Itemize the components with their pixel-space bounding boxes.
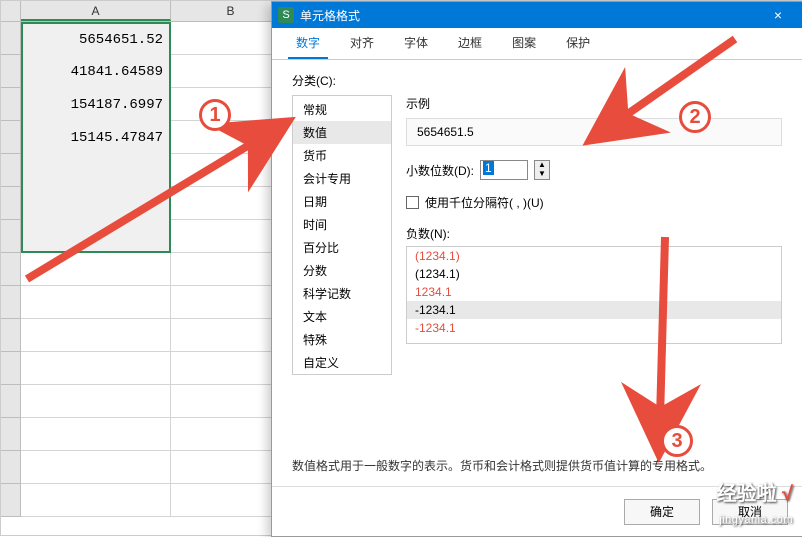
- category-list[interactable]: 常规数值货币会计专用日期时间百分比分数科学记数文本特殊自定义: [292, 95, 392, 375]
- row-header[interactable]: [1, 88, 21, 121]
- cell-format-dialog: S 单元格格式 × 数字对齐字体边框图案保护 分类(C): 常规数值货币会计专用…: [271, 1, 802, 537]
- tab-5[interactable]: 保护: [558, 28, 598, 59]
- tab-0[interactable]: 数字: [288, 28, 328, 59]
- format-description: 数值格式用于一般数字的表示。货币和会计格式则提供货币值计算的专用格式。: [292, 457, 782, 474]
- spinner-down[interactable]: ▼: [535, 170, 549, 179]
- app-icon: S: [278, 7, 294, 23]
- dialog-titlebar[interactable]: S 单元格格式 ×: [272, 2, 802, 28]
- decimals-input[interactable]: 1: [480, 160, 528, 180]
- category-item[interactable]: 自定义: [293, 351, 391, 374]
- cancel-button[interactable]: 取消: [712, 499, 788, 525]
- row-header[interactable]: [1, 121, 21, 154]
- annotation-3: 3: [661, 425, 693, 457]
- cell-A15[interactable]: [21, 484, 171, 517]
- cell-A14[interactable]: [21, 451, 171, 484]
- tab-3[interactable]: 边框: [450, 28, 490, 59]
- negative-option[interactable]: 1234.1: [407, 283, 781, 301]
- dialog-tabs: 数字对齐字体边框图案保护: [272, 28, 802, 60]
- annotation-2: 2: [679, 101, 711, 133]
- decimals-spinner[interactable]: ▲ ▼: [534, 160, 550, 180]
- cell-A10[interactable]: [21, 319, 171, 352]
- row-header[interactable]: [1, 253, 21, 286]
- thousands-checkbox[interactable]: [406, 196, 419, 209]
- category-item[interactable]: 特殊: [293, 328, 391, 351]
- row-header[interactable]: [1, 418, 21, 451]
- category-item[interactable]: 时间: [293, 213, 391, 236]
- sample-value: 5654651.5: [406, 118, 782, 146]
- negative-option[interactable]: (1234.1): [407, 247, 781, 265]
- cell-A13[interactable]: [21, 418, 171, 451]
- row-header[interactable]: [1, 55, 21, 88]
- negative-label: 负数(N):: [406, 225, 782, 242]
- tab-2[interactable]: 字体: [396, 28, 436, 59]
- col-header-A[interactable]: A: [21, 1, 171, 21]
- negative-option[interactable]: -1234.1: [407, 301, 781, 319]
- category-item[interactable]: 日期: [293, 190, 391, 213]
- cell-A3[interactable]: 154187.6997: [21, 88, 171, 121]
- row-header[interactable]: [1, 22, 21, 55]
- category-item[interactable]: 百分比: [293, 236, 391, 259]
- row-header[interactable]: [1, 385, 21, 418]
- category-item[interactable]: 分数: [293, 259, 391, 282]
- row-header[interactable]: [1, 484, 21, 517]
- category-item[interactable]: 会计专用: [293, 167, 391, 190]
- cell-A8[interactable]: [21, 253, 171, 286]
- ok-button[interactable]: 确定: [624, 499, 700, 525]
- annotation-1: 1: [199, 99, 231, 131]
- row-header[interactable]: [1, 187, 21, 220]
- cell-A9[interactable]: [21, 286, 171, 319]
- row-header[interactable]: [1, 319, 21, 352]
- cell-A5[interactable]: [21, 154, 171, 187]
- decimals-label: 小数位数(D):: [406, 162, 474, 179]
- negative-option[interactable]: -1234.1: [407, 319, 781, 337]
- row-header[interactable]: [1, 286, 21, 319]
- category-item[interactable]: 货币: [293, 144, 391, 167]
- category-label: 分类(C):: [292, 72, 782, 89]
- tab-4[interactable]: 图案: [504, 28, 544, 59]
- thousands-label: 使用千位分隔符( , )(U): [425, 194, 544, 211]
- row-header[interactable]: [1, 220, 21, 253]
- spreadsheet-grid: A B 5654651.5241841.64589154187.69971514…: [1, 1, 301, 537]
- category-item[interactable]: 科学记数: [293, 282, 391, 305]
- category-item[interactable]: 文本: [293, 305, 391, 328]
- row-header[interactable]: [1, 154, 21, 187]
- cell-A12[interactable]: [21, 385, 171, 418]
- category-item[interactable]: 数值: [293, 121, 391, 144]
- cell-A7[interactable]: [21, 220, 171, 253]
- select-all-corner[interactable]: [1, 1, 21, 21]
- row-header[interactable]: [1, 451, 21, 484]
- sample-label: 示例: [406, 95, 782, 112]
- negative-list[interactable]: (1234.1)(1234.1)1234.1-1234.1-1234.1: [406, 246, 782, 344]
- cell-A6[interactable]: [21, 187, 171, 220]
- negative-option[interactable]: (1234.1): [407, 265, 781, 283]
- cell-A4[interactable]: 15145.47847: [21, 121, 171, 154]
- cell-A2[interactable]: 41841.64589: [21, 55, 171, 88]
- close-button[interactable]: ×: [758, 2, 798, 28]
- category-item[interactable]: 常规: [293, 98, 391, 121]
- cell-A1[interactable]: 5654651.52: [21, 22, 171, 55]
- row-header[interactable]: [1, 352, 21, 385]
- dialog-title: 单元格格式: [300, 7, 360, 24]
- cell-A11[interactable]: [21, 352, 171, 385]
- tab-1[interactable]: 对齐: [342, 28, 382, 59]
